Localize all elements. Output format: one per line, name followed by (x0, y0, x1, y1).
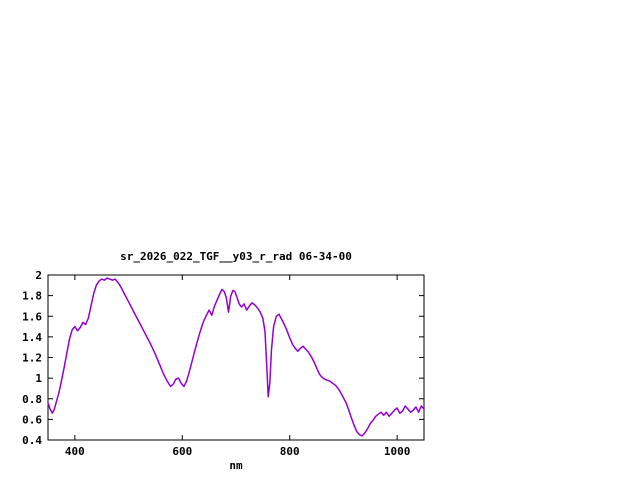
svg-text:1000: 1000 (384, 445, 411, 458)
svg-text:400: 400 (65, 445, 85, 458)
svg-text:2: 2 (35, 269, 42, 282)
chart-title: sr_2026_022_TGF__y03_r_rad 06-34-00 (120, 250, 352, 263)
svg-text:0.4: 0.4 (22, 434, 42, 447)
svg-text:1.2: 1.2 (22, 352, 42, 365)
svg-text:800: 800 (280, 445, 300, 458)
spectrum-plot: 400 600 800 1000 0.4 0.6 0.8 1 1.2 1.4 1.6 1.8 2 (22, 269, 425, 458)
svg-text:0.6: 0.6 (22, 413, 42, 426)
x-axis-label: nm (229, 459, 243, 472)
svg-text:1.8: 1.8 (22, 290, 42, 303)
svg-text:600: 600 (172, 445, 192, 458)
svg-text:1.6: 1.6 (22, 310, 42, 323)
svg-text:0.8: 0.8 (22, 393, 42, 406)
svg-text:1.4: 1.4 (22, 331, 42, 344)
svg-text:1: 1 (35, 372, 42, 385)
